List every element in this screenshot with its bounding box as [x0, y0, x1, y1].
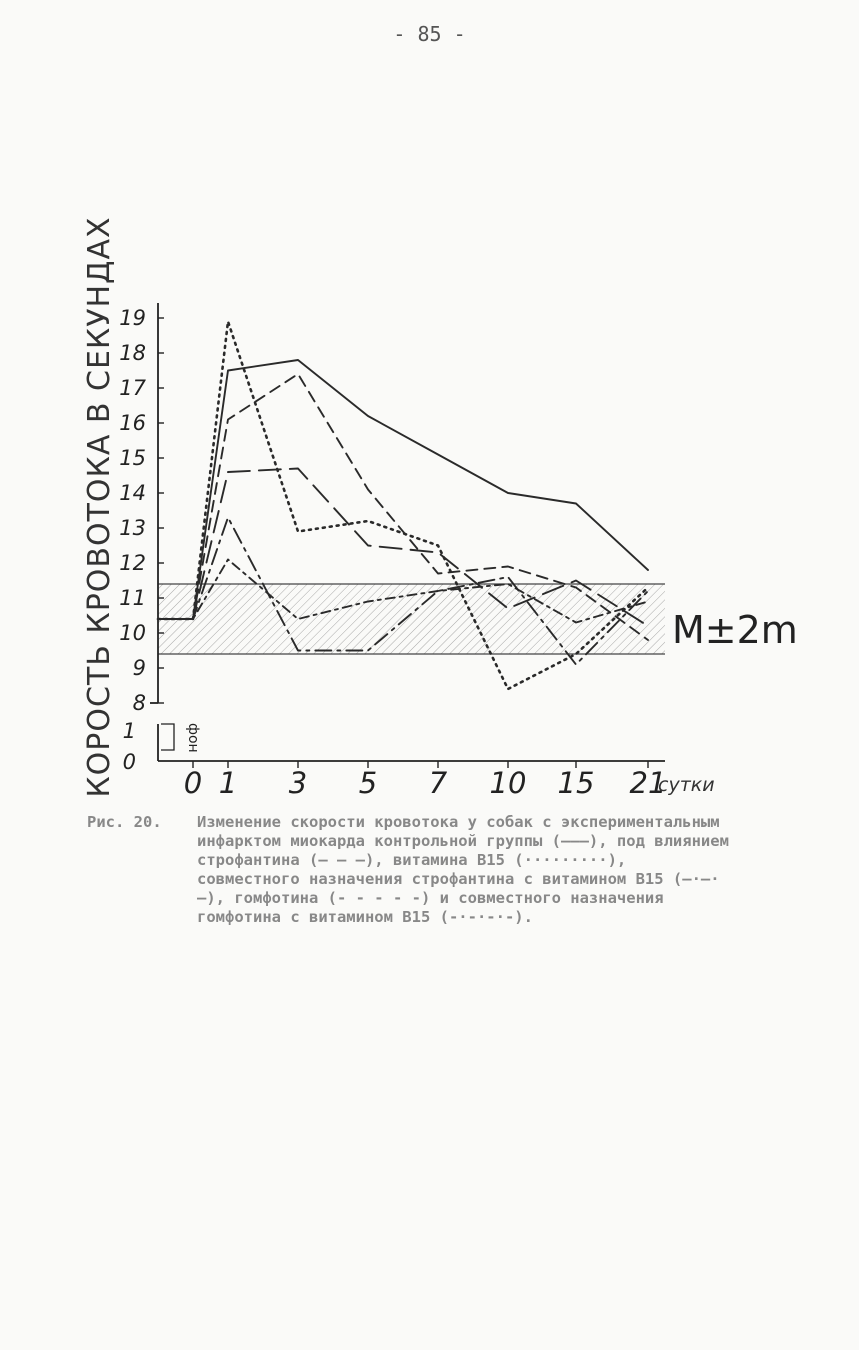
figure-caption: Рис. 20. Изменение скорости кровотока у с… [87, 813, 747, 927]
y-tick-label: 9 [133, 656, 146, 680]
series-line-dotted [156, 320, 650, 691]
y-tick-label: 0 [123, 750, 136, 774]
y-tick-label: 13 [119, 516, 146, 540]
baseline-bracket [161, 723, 175, 751]
y-axis-title: СКОРОСТЬ КРОВОТОКА В СЕКУНДАХ [82, 216, 117, 800]
x-tick-label: 0 [184, 766, 202, 800]
y-tick-label: 1 [123, 719, 136, 743]
baseline-label: фон [185, 723, 201, 753]
x-tick-label: 21 [630, 766, 667, 800]
x-tick-label: 7 [429, 766, 448, 800]
y-tick-label: 10 [119, 621, 146, 645]
series-line-dash-dot [157, 516, 649, 666]
series-line-dashed [157, 373, 649, 641]
axis-layer [150, 303, 665, 768]
x-tick-label: 5 [359, 766, 377, 800]
y-tick-label: 18 [119, 341, 146, 365]
series-layer [156, 320, 650, 691]
y-tick-label: 15 [119, 446, 146, 470]
x-tick-label: 15 [558, 766, 595, 800]
y-tick-label: 8 [133, 691, 146, 715]
y-tick-label: 19 [119, 306, 146, 330]
series-line-dash-dot-dot [157, 558, 649, 624]
x-tick-label: 3 [289, 766, 307, 800]
x-tick-label: 10 [490, 766, 527, 800]
series-line-long-dash [157, 467, 649, 627]
y-tick-label: 12 [119, 551, 146, 575]
y-tick-label: 14 [119, 481, 146, 505]
y-tick-label: 16 [119, 411, 146, 435]
series-line-solid [157, 359, 649, 620]
y-tick-label: 17 [119, 376, 146, 400]
page-number: - 85 - [393, 22, 466, 46]
x-axis-unit: сутки [658, 774, 715, 796]
caption-number: Рис. 20. [87, 813, 162, 831]
band-label: M±2m [672, 608, 798, 652]
y-tick-label: 11 [119, 586, 146, 610]
x-tick-label: 1 [219, 766, 237, 800]
caption-text: Изменение скорости кровотока у собак с э… [197, 813, 729, 926]
